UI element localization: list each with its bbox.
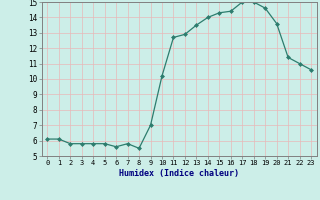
X-axis label: Humidex (Indice chaleur): Humidex (Indice chaleur) (119, 169, 239, 178)
